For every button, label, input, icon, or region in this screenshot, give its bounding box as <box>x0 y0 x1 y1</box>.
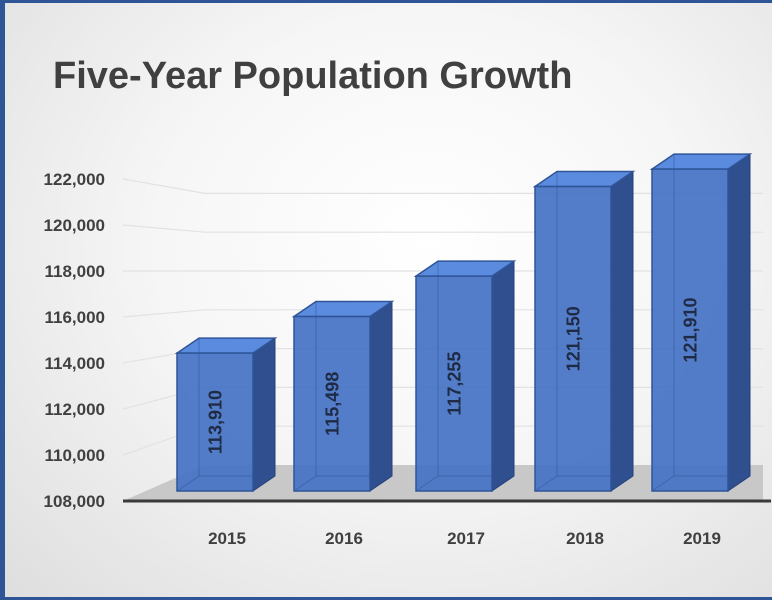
x-axis: 2015 2016 2017 2018 2019 <box>208 529 721 548</box>
bar-side <box>252 337 276 492</box>
data-label: 115,498 <box>323 372 343 436</box>
y-tick-label: 112,000 <box>44 400 105 419</box>
bar-front <box>176 352 254 492</box>
x-tick-label: 2016 <box>325 529 363 548</box>
x-tick-label: 2015 <box>208 529 246 548</box>
bar-2019: 121,910 <box>649 153 753 492</box>
y-tick-label: 116,000 <box>44 308 105 327</box>
bar-front <box>293 315 371 492</box>
bar-2017: 117,255 <box>413 260 517 492</box>
bar-front <box>534 185 612 492</box>
data-label: 117,255 <box>445 352 465 416</box>
bar-side <box>369 300 393 492</box>
data-label: 113,910 <box>206 390 226 454</box>
bar-series: 113,910 115,498 117,255 121,150 121,910 <box>174 153 753 492</box>
y-tick-label: 114,000 <box>44 354 105 373</box>
bar-side <box>727 153 751 492</box>
data-label: 121,150 <box>564 306 584 371</box>
x-tick-label: 2019 <box>683 529 721 548</box>
bar-front <box>415 275 493 492</box>
y-tick-label: 120,000 <box>44 216 105 235</box>
y-tick-label: 122,000 <box>44 170 105 189</box>
y-tick-label: 118,000 <box>44 262 105 281</box>
bar-2018: 121,150 <box>532 170 636 492</box>
bar-side <box>491 260 515 492</box>
bar-front <box>651 168 729 492</box>
bar-2015: 113,910 <box>174 337 278 492</box>
chart-plot: 108,000 110,000 112,000 114,000 116,000 118,0… <box>44 153 771 548</box>
y-tick-label: 108,000 <box>44 492 105 511</box>
bar-side <box>610 170 634 492</box>
chart-title: Five-Year Population Growth <box>53 55 573 97</box>
x-tick-label: 2018 <box>566 529 604 548</box>
y-tick-label: 110,000 <box>44 446 105 465</box>
y-axis: 108,000 110,000 112,000 114,000 116,000 118,0… <box>44 170 105 511</box>
data-label: 121,910 <box>681 297 701 362</box>
x-tick-label: 2017 <box>447 529 485 548</box>
bar-2016: 115,498 <box>291 300 395 492</box>
